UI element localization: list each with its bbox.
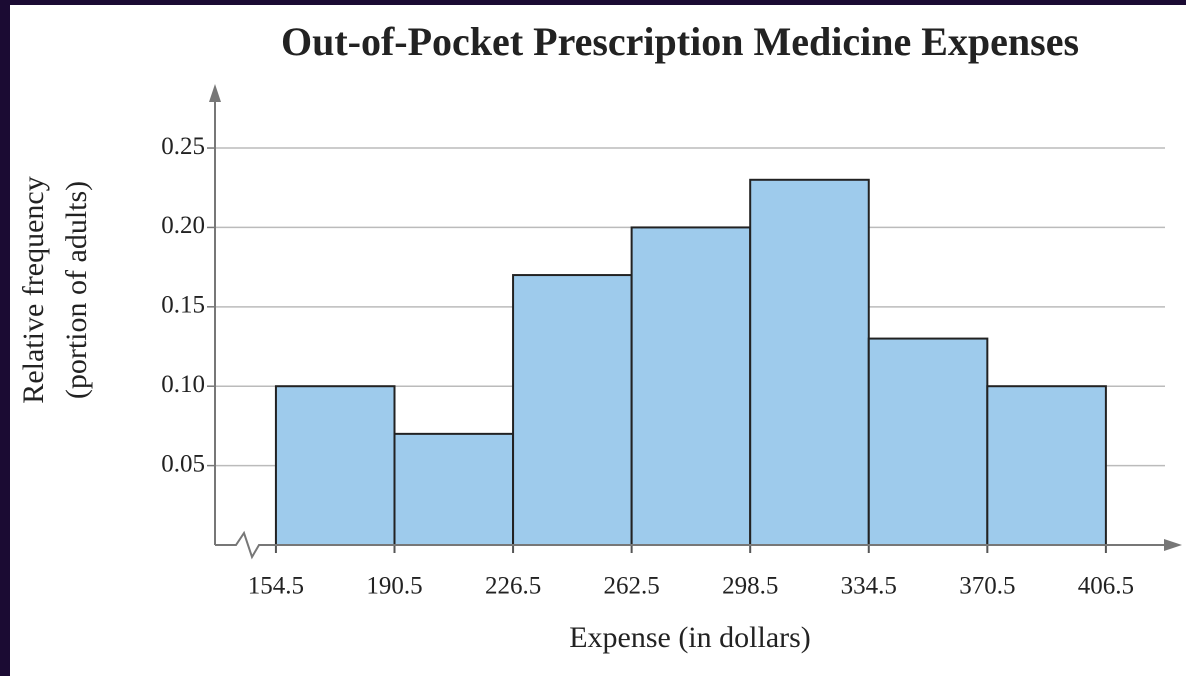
- y-tick-label: 0.15: [161, 292, 205, 319]
- x-axis-label: Expense (in dollars): [569, 621, 811, 654]
- chart-title: Out-of-Pocket Prescription Medicine Expe…: [281, 19, 1079, 64]
- bar: [393, 432, 515, 547]
- y-tick-label: 0.25: [161, 133, 205, 160]
- x-tick-label: 262.5: [604, 573, 660, 600]
- y-arrow: [209, 84, 221, 102]
- bar: [867, 337, 989, 547]
- bar: [630, 226, 752, 547]
- bar: [749, 178, 870, 547]
- y-axis-label-line: Relative frequency: [17, 176, 50, 403]
- x-tick-label: 190.5: [366, 573, 422, 600]
- y-axis-label: Relative frequency (portion of adults): [17, 176, 93, 403]
- bar: [274, 385, 396, 547]
- y-tick-label: 0.05: [161, 450, 205, 477]
- x-axis: [215, 530, 1172, 560]
- x-tick-label: 226.5: [485, 573, 541, 600]
- y-tick-label: 0.10: [161, 371, 205, 398]
- y-axis-label-line: (portion of adults): [60, 181, 93, 399]
- y-tick-label: 0.20: [161, 212, 205, 239]
- bar: [986, 385, 1107, 547]
- x-tick-label: 370.5: [959, 573, 1015, 600]
- x-tick-label: 154.5: [248, 573, 304, 600]
- x-tick-label: 406.5: [1078, 573, 1134, 600]
- x-arrow: [1164, 539, 1182, 551]
- x-tick-label: 298.5: [722, 573, 778, 600]
- bar: [512, 274, 633, 546]
- x-tick-label: 334.5: [841, 573, 897, 600]
